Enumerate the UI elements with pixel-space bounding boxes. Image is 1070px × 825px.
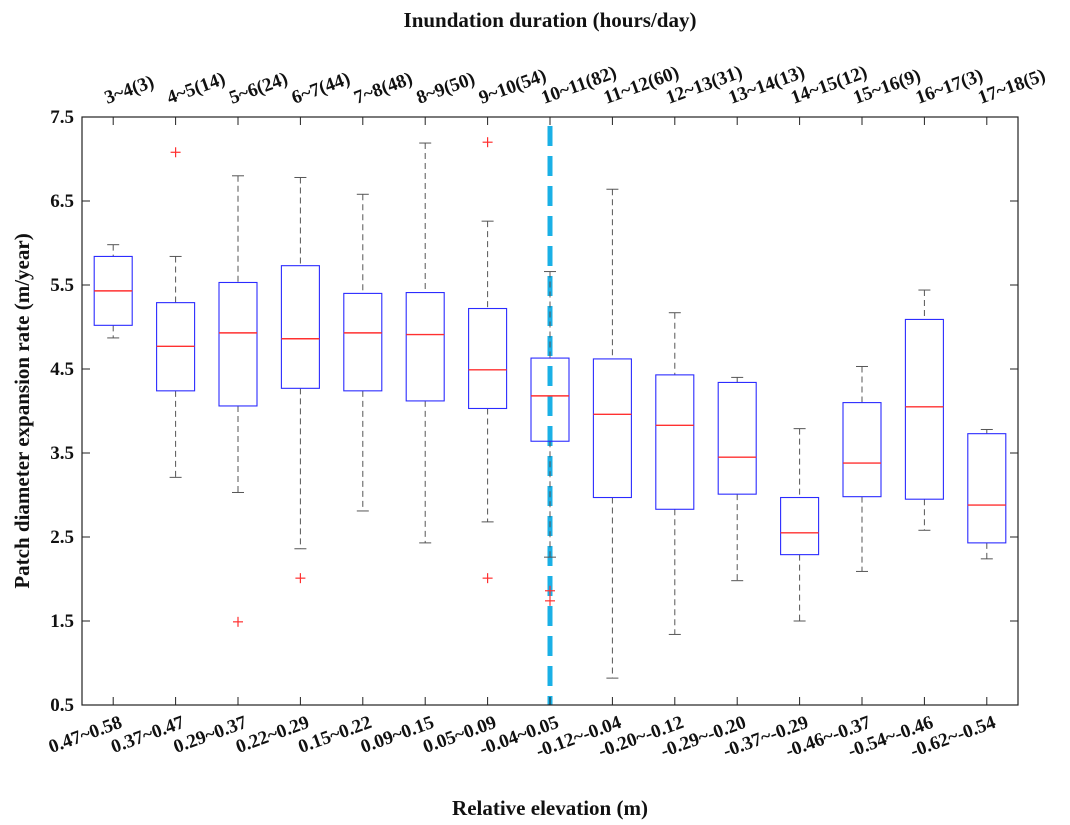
y-tick-label: 5.5 bbox=[50, 275, 74, 296]
outlier-point bbox=[545, 585, 555, 596]
axis-ticks-layer bbox=[82, 116, 1018, 706]
top-tick-label: 16~17(3) bbox=[913, 65, 986, 109]
top-tick-label: 8~9(50) bbox=[414, 68, 478, 108]
box-0 bbox=[93, 244, 133, 339]
box-iqr bbox=[904, 318, 944, 500]
x-axis-label: Relative elevation (m) bbox=[452, 796, 648, 820]
top-tick-label: 4~5(14) bbox=[164, 68, 228, 108]
box-iqr bbox=[468, 307, 508, 410]
y-axis-label: Patch diameter expansion rate (m/year) bbox=[10, 233, 34, 588]
y-tick-label: 2.5 bbox=[50, 527, 74, 548]
outlier-point bbox=[482, 573, 493, 584]
outlier-point bbox=[482, 137, 493, 148]
box-4 bbox=[343, 193, 383, 512]
y-tick-label: 0.5 bbox=[50, 695, 74, 716]
box-iqr bbox=[655, 374, 695, 510]
box-iqr bbox=[405, 292, 445, 402]
top-tick-label: 7~8(48) bbox=[351, 68, 415, 108]
outlier-point bbox=[545, 595, 555, 606]
box-1 bbox=[156, 147, 196, 478]
box-iqr bbox=[280, 265, 320, 389]
tick-labels-layer: 0.47~0.583~4(3)0.37~0.474~5(14)0.29~0.37… bbox=[46, 62, 1048, 762]
box-iqr bbox=[780, 496, 820, 556]
top-tick-label: 17~18(5) bbox=[975, 65, 1048, 109]
boxes-layer bbox=[93, 137, 1007, 679]
box-7 bbox=[530, 271, 570, 606]
top-tick-label: 5~6(24) bbox=[227, 68, 291, 108]
box-12 bbox=[842, 365, 882, 572]
box-6 bbox=[468, 137, 508, 584]
box-iqr bbox=[842, 402, 882, 498]
box-iqr bbox=[530, 357, 570, 442]
y-tick-label: 3.5 bbox=[50, 443, 74, 464]
box-5 bbox=[405, 142, 445, 544]
outlier-point bbox=[170, 147, 181, 158]
outlier-point bbox=[295, 573, 306, 584]
y-tick-label: 7.5 bbox=[50, 107, 74, 128]
box-iqr bbox=[218, 281, 258, 407]
box-8 bbox=[592, 188, 632, 679]
box-iqr bbox=[343, 292, 383, 392]
box-10 bbox=[717, 376, 757, 582]
box-13 bbox=[904, 289, 944, 531]
box-14 bbox=[967, 428, 1007, 560]
chart-title: Inundation duration (hours/day) bbox=[404, 8, 697, 32]
outlier-point bbox=[233, 616, 243, 627]
y-tick-label: 6.5 bbox=[50, 191, 74, 212]
box-9 bbox=[655, 312, 695, 635]
y-tick-label: 1.5 bbox=[50, 611, 74, 632]
top-tick-label: 9~10(54) bbox=[476, 65, 549, 109]
box-3 bbox=[280, 176, 320, 584]
box-iqr bbox=[717, 381, 757, 495]
box-iqr bbox=[967, 433, 1007, 544]
y-tick-label: 4.5 bbox=[50, 359, 74, 380]
box-11 bbox=[780, 428, 820, 622]
top-tick-label: 6~7(44) bbox=[289, 68, 353, 108]
box-iqr bbox=[592, 358, 632, 499]
box-2 bbox=[218, 175, 258, 627]
top-tick-label: 3~4(3) bbox=[102, 72, 157, 109]
